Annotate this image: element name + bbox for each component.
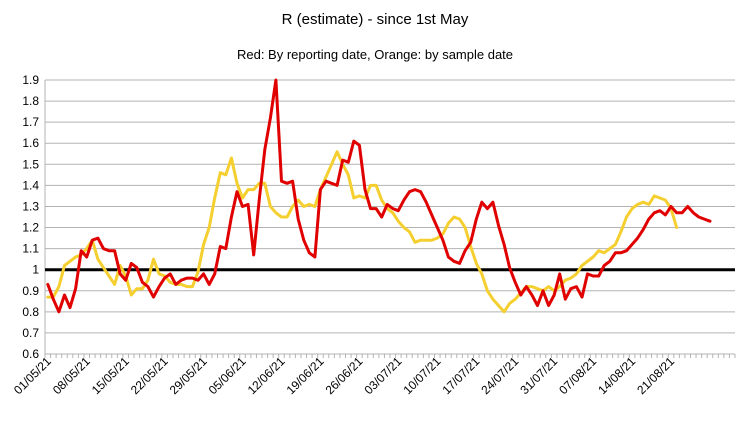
y-tick-label: 1.6: [22, 136, 39, 150]
y-tick-label: 1.4: [22, 178, 39, 192]
x-tick-label: 08/05/21: [50, 354, 93, 397]
x-tick-label: 17/07/21: [439, 354, 482, 397]
axes: [44, 80, 736, 358]
series-line-sample-date: [46, 150, 679, 314]
x-tick-label: 03/07/21: [362, 354, 405, 397]
y-tick-label: 1.7: [22, 115, 39, 129]
y-tick-label: 1.3: [22, 199, 39, 213]
x-tick-label: 24/07/21: [478, 354, 521, 397]
x-tick-label: 29/05/21: [167, 354, 210, 397]
x-tick-label: 26/06/21: [323, 354, 366, 397]
chart-subtitle: Red: By reporting date, Orange: by sampl…: [236, 47, 514, 62]
y-tick-label: 1.5: [22, 157, 39, 171]
y-tick-label: 0.8: [22, 305, 39, 319]
gridlines: [45, 79, 735, 355]
y-tick-label: 1.2: [22, 221, 39, 235]
y-tick-label: 0.9: [22, 284, 39, 298]
y-tick-label: 0.6: [22, 347, 39, 361]
y-tick-labels: 0.6 0.7 0.8 0.9 1 1.1 1.2 1.3 1.4 1.5 1.6 1.7 1.8 1.9: [22, 73, 39, 361]
y-tick-label: 1: [32, 263, 39, 277]
y-tick-label: 1.8: [22, 94, 39, 108]
x-tick-label: 10/07/21: [400, 354, 443, 397]
x-tick-label: 21/08/21: [634, 354, 677, 397]
x-tick-label: 15/05/21: [89, 354, 132, 397]
x-tick-label: 05/06/21: [206, 354, 249, 397]
x-tick-label: 07/08/21: [556, 354, 599, 397]
y-tick-label: 1.1: [22, 242, 39, 256]
series-line-reporting-date: [46, 78, 712, 314]
x-tick-labels: 01/05/2108/05/2115/05/2122/05/2129/05/21…: [11, 354, 677, 397]
y-tick-label: 0.7: [22, 326, 39, 340]
x-tick-label: 14/08/21: [595, 354, 638, 397]
x-tick-label: 31/07/21: [517, 354, 560, 397]
chart-title: R (estimate) - since 1st May: [281, 11, 469, 28]
x-tick-label: 19/06/21: [284, 354, 327, 397]
x-tick-label: 22/05/21: [128, 354, 171, 397]
series-group: [46, 78, 712, 314]
y-tick-label: 1.9: [22, 73, 39, 87]
x-tick-label: 12/06/21: [245, 354, 288, 397]
